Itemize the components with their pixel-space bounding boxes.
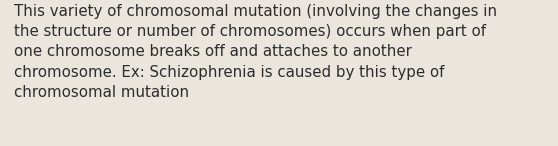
Text: This variety of chromosomal mutation (involving the changes in
the structure or : This variety of chromosomal mutation (in…: [14, 4, 497, 100]
